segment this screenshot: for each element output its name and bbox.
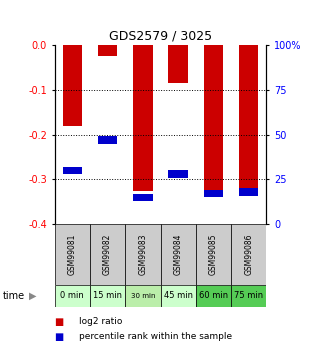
Text: log2 ratio: log2 ratio bbox=[79, 317, 122, 326]
Bar bbox=[169, 45, 188, 83]
Text: percentile rank within the sample: percentile rank within the sample bbox=[79, 332, 232, 341]
Text: ▶: ▶ bbox=[29, 291, 36, 301]
Bar bbox=[196, 224, 231, 285]
Text: GSM99085: GSM99085 bbox=[209, 234, 218, 275]
Text: GSM99086: GSM99086 bbox=[244, 234, 253, 275]
Bar bbox=[133, 45, 152, 190]
Text: 60 min: 60 min bbox=[199, 291, 228, 300]
Bar bbox=[231, 224, 266, 285]
Text: GSM99083: GSM99083 bbox=[138, 234, 147, 275]
Bar bbox=[125, 224, 160, 285]
Text: 0 min: 0 min bbox=[60, 291, 84, 300]
Text: ■: ■ bbox=[55, 332, 64, 342]
Text: GSM99081: GSM99081 bbox=[68, 234, 77, 275]
Bar bbox=[90, 285, 125, 307]
Bar bbox=[125, 285, 160, 307]
Text: time: time bbox=[3, 291, 25, 301]
Bar bbox=[169, 170, 188, 178]
Bar bbox=[204, 190, 223, 197]
Bar bbox=[63, 45, 82, 126]
Bar bbox=[90, 224, 125, 285]
Text: ■: ■ bbox=[55, 317, 64, 327]
Bar bbox=[133, 194, 152, 201]
Bar bbox=[160, 285, 196, 307]
Bar bbox=[231, 285, 266, 307]
Bar bbox=[196, 285, 231, 307]
Bar bbox=[239, 45, 258, 190]
Bar bbox=[98, 45, 117, 56]
Text: 45 min: 45 min bbox=[164, 291, 193, 300]
Text: 75 min: 75 min bbox=[234, 291, 263, 300]
Title: GDS2579 / 3025: GDS2579 / 3025 bbox=[109, 29, 212, 42]
Bar bbox=[204, 45, 223, 195]
Bar bbox=[55, 224, 90, 285]
Text: 30 min: 30 min bbox=[131, 293, 155, 299]
Text: GSM99084: GSM99084 bbox=[174, 234, 183, 275]
Text: GSM99082: GSM99082 bbox=[103, 234, 112, 275]
Bar bbox=[63, 167, 82, 174]
Bar bbox=[55, 285, 90, 307]
Bar bbox=[239, 188, 258, 196]
Bar bbox=[160, 224, 196, 285]
Bar bbox=[98, 136, 117, 144]
Text: 15 min: 15 min bbox=[93, 291, 122, 300]
